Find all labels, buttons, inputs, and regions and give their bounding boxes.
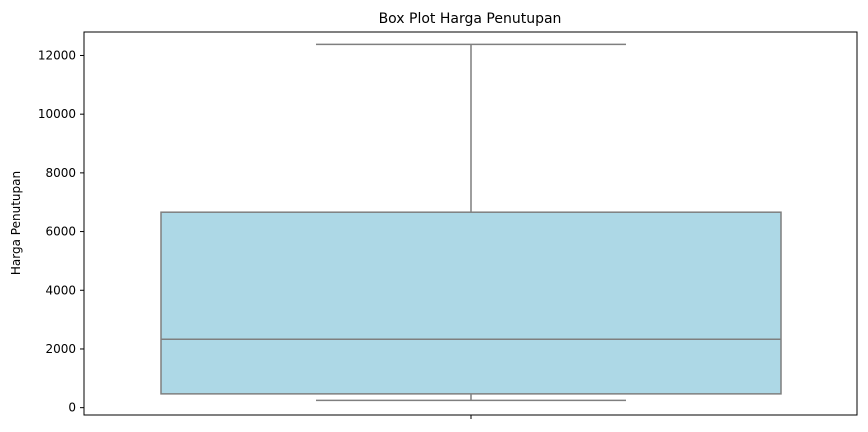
y-axis-ticks: 0 2000 4000 6000 8000 10000 12000: [38, 48, 84, 415]
iqr-box: [160, 211, 782, 395]
chart-title: Box Plot Harga Penutupan: [379, 11, 562, 27]
y-tick-label: 12000: [38, 48, 76, 62]
y-tick-label: 4000: [45, 283, 76, 297]
y-tick-label: 0: [68, 401, 76, 415]
y-tick-label: 10000: [38, 107, 76, 121]
y-tick-label: 8000: [45, 166, 76, 180]
y-axis-label: Harga Penutupan: [9, 171, 23, 275]
y-tick-label: 6000: [45, 225, 76, 239]
y-tick-label: 2000: [45, 342, 76, 356]
box-group: [160, 43, 782, 402]
